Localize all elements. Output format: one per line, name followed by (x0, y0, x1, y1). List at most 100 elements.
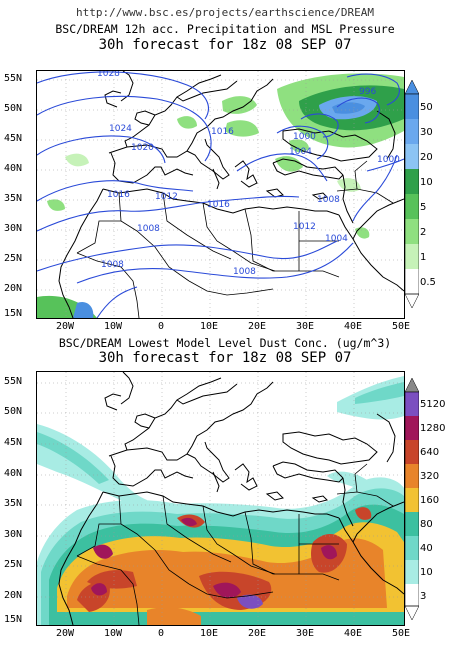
dust-concentration-areas (37, 376, 404, 625)
colorbar-label: 320 (420, 471, 440, 482)
lat-label: 30N (4, 529, 23, 540)
colorbar-label: 40 (420, 543, 433, 554)
lon-label: 30E (295, 321, 315, 332)
colorbar-label: 160 (420, 495, 440, 506)
top-title-line2: 30h forecast for 18z 08 SEP 07 (98, 37, 352, 53)
lon-label: 20E (247, 321, 267, 332)
coastlines (58, 71, 404, 318)
lat-label: 30N (4, 223, 23, 234)
lat-label: 50N (4, 103, 23, 114)
colorbar-swatch (405, 94, 419, 119)
lon-label: 30E (295, 628, 315, 639)
lat-label: 55N (4, 73, 23, 84)
colorbar-label: 5 (420, 202, 427, 213)
colorbar-label: 640 (420, 447, 440, 458)
lon-label: 0 (157, 321, 165, 332)
colorbar-label: 2 (420, 227, 427, 238)
lon-label: 40E (343, 321, 363, 332)
colorbar-label: 1 (420, 252, 427, 263)
isobar-label: 1016 (211, 127, 234, 137)
colorbar-cap-top (405, 378, 419, 393)
isobar-label: 1020 (131, 143, 154, 153)
isobar-label: 1004 (289, 147, 312, 157)
colorbar-label: 20 (420, 152, 433, 163)
lat-label: 15N (4, 308, 23, 319)
isobar-label: 1004 (325, 234, 348, 244)
colorbar-cap-bottom (405, 293, 419, 308)
lon-label: 10E (199, 321, 219, 332)
colorbar-swatch (405, 392, 419, 416)
colorbar-label: 1280 (420, 423, 446, 434)
dust-colorbar (405, 378, 419, 620)
isobar-label: 1000 (293, 132, 316, 142)
lon-label: 20W (55, 321, 75, 332)
lat-label: 50N (4, 406, 23, 417)
colorbar-swatch (405, 440, 419, 464)
lat-label: 20N (4, 283, 23, 294)
isobar-label: 1012 (155, 192, 178, 202)
colorbar-label: 0.5 (420, 277, 436, 288)
precipitation-colorbar (405, 80, 419, 308)
lat-label: 55N (4, 376, 23, 387)
colorbar-label: 3 (420, 591, 427, 602)
country-borders (76, 160, 394, 318)
lon-label: 40E (343, 628, 363, 639)
colorbar-swatch (405, 169, 419, 194)
lon-label: 10W (103, 628, 123, 639)
colorbar-label: 5120 (420, 399, 446, 410)
dust-concentration-map (36, 371, 405, 626)
lat-label: 15N (4, 614, 23, 625)
precipitation-areas (37, 73, 404, 318)
isobar-label: 1016 (207, 200, 230, 210)
colorbar-swatch (405, 244, 419, 269)
lat-label: 25N (4, 253, 23, 264)
top-title-line1: BSC/DREAM 12h acc. Precipitation and MSL… (55, 22, 395, 36)
colorbar-swatch (405, 194, 419, 219)
colorbar-swatch (405, 144, 419, 169)
isobar-label: 1024 (109, 124, 132, 134)
colorbar-swatch (405, 560, 419, 584)
colorbar-label: 10 (420, 567, 433, 578)
lon-label: 50E (391, 628, 411, 639)
isobar-label: 1008 (317, 195, 340, 205)
colorbar-swatch (405, 219, 419, 244)
coastlines (58, 372, 404, 625)
isobar-label: 996 (359, 87, 376, 97)
bottom-title-line2: 30h forecast for 18z 08 SEP 07 (98, 350, 352, 366)
isobar-label: 1012 (293, 222, 316, 232)
isobar-label: 1028 (97, 71, 120, 79)
precipitation-map: 1028 1024 1020 1016 1012 1016 1008 1008 … (36, 70, 405, 319)
isobar-label: 1008 (137, 224, 160, 234)
lon-label: 0 (157, 628, 165, 639)
country-borders (76, 463, 394, 625)
source-url: http://www.bsc.es/projects/earthscience/… (75, 6, 374, 19)
colorbar-cap-bottom (405, 605, 419, 620)
lat-label: 45N (4, 133, 23, 144)
colorbar-label: 50 (420, 102, 433, 113)
lon-label: 10W (103, 321, 123, 332)
lon-label: 20W (55, 628, 75, 639)
lat-label: 45N (4, 437, 23, 448)
lat-label: 40N (4, 163, 23, 174)
colorbar-swatch (405, 536, 419, 560)
colorbar-swatch (405, 512, 419, 536)
isobar-label: 1000 (377, 155, 400, 165)
lon-label: 10E (199, 628, 219, 639)
isobar-label: 1016 (107, 190, 130, 200)
lat-label: 20N (4, 590, 23, 601)
isobar-labels: 1028 1024 1020 1016 1012 1016 1008 1008 … (97, 71, 400, 277)
colorbar-label: 80 (420, 519, 433, 530)
lat-label: 35N (4, 193, 23, 204)
colorbar-swatch (405, 416, 419, 440)
colorbar-cap-top (405, 80, 419, 95)
isobars (37, 71, 404, 318)
lon-label: 50E (391, 321, 411, 332)
isobar-label: 1008 (101, 260, 124, 270)
colorbar-label: 10 (420, 177, 433, 188)
colorbar-swatch (405, 464, 419, 488)
lat-label: 40N (4, 468, 23, 479)
colorbar-swatch (405, 269, 419, 294)
lon-label: 20E (247, 628, 267, 639)
colorbar-swatch (405, 488, 419, 512)
bottom-title-line1: BSC/DREAM Lowest Model Level Dust Conc. … (58, 336, 392, 350)
